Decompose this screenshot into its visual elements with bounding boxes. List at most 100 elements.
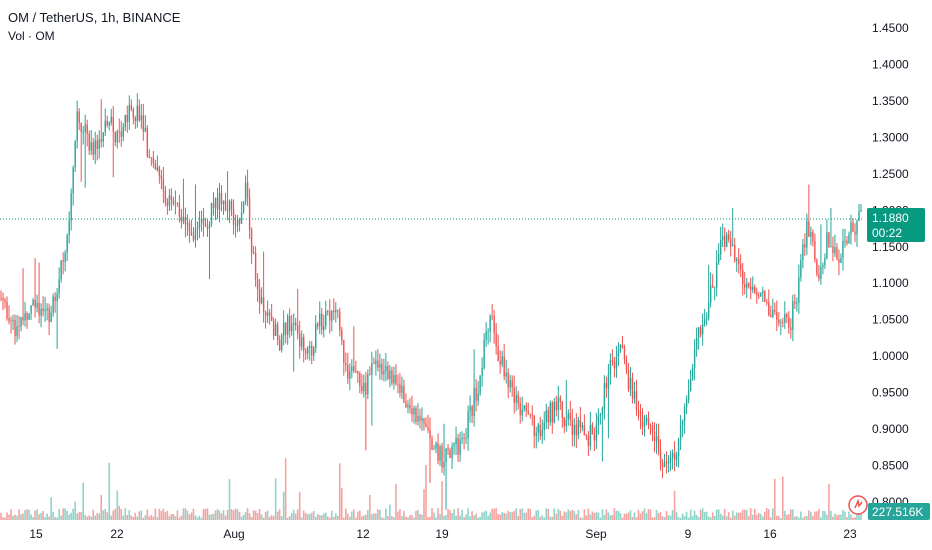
- candle-body: [296, 325, 299, 334]
- candle-body: [52, 296, 54, 313]
- candle-body: [206, 226, 209, 229]
- volume-bar: [349, 516, 351, 520]
- candle-body: [790, 327, 792, 330]
- volume-bar: [739, 512, 742, 520]
- volume-bar: [154, 508, 157, 520]
- candle-body: [637, 409, 640, 411]
- candle-body: [339, 311, 341, 330]
- volume-bar: [511, 511, 513, 520]
- candle-body: [427, 427, 429, 430]
- x-tick-label: Sep: [585, 527, 607, 541]
- candle-body: [124, 114, 126, 127]
- volume-bar: [216, 509, 219, 520]
- volume-bar: [569, 510, 572, 520]
- candle-body: [633, 391, 636, 399]
- candle-body: [523, 405, 525, 410]
- volume-bar: [467, 508, 469, 520]
- candle-body: [114, 131, 116, 143]
- candle-body: [635, 391, 638, 410]
- candle-body: [244, 182, 247, 203]
- bar-countdown: 00:22: [872, 226, 902, 240]
- volume-bar: [166, 510, 169, 520]
- candle-body: [292, 322, 295, 325]
- volume-bar: [671, 510, 674, 520]
- volume-bar: [36, 509, 38, 520]
- volume-bar: [818, 509, 820, 520]
- candle-body: [613, 361, 616, 369]
- volume-legend[interactable]: Vol · OM: [8, 29, 55, 43]
- candle-body: [290, 324, 293, 332]
- volume-bar: [557, 508, 560, 520]
- volume-bar: [633, 512, 636, 520]
- candle-body: [395, 374, 397, 384]
- candle-body: [100, 139, 102, 142]
- candle-body: [788, 317, 790, 328]
- volume-bar: [577, 509, 580, 520]
- volume-bar: [34, 510, 36, 520]
- candle-body: [581, 425, 584, 428]
- candle-body: [154, 163, 157, 170]
- volume-bar: [106, 512, 109, 520]
- candle-body: [679, 424, 682, 440]
- volume-bar: [713, 515, 716, 520]
- volume-bar: [132, 516, 135, 520]
- candle-body: [693, 348, 696, 368]
- volume-bar: [92, 509, 95, 520]
- bell-clock-icon[interactable]: [848, 495, 868, 515]
- volume-bar: [158, 508, 161, 520]
- candle-body: [629, 378, 632, 390]
- symbol-title[interactable]: OM / TetherUS, 1h, BINANCE: [8, 10, 181, 25]
- candle-body: [325, 311, 327, 327]
- volume-bar: [226, 509, 229, 520]
- price-axis[interactable]: [864, 0, 932, 550]
- volume-bar: [399, 509, 401, 520]
- x-tick-label: 23: [843, 527, 857, 541]
- volume-bar: [441, 481, 443, 520]
- volume-bar: [539, 516, 542, 520]
- volume-bar: [820, 517, 822, 520]
- candle-body: [363, 382, 365, 392]
- candle-body: [88, 133, 90, 151]
- volume-badge: 227.516K: [868, 503, 930, 520]
- candle-body: [407, 404, 409, 408]
- volume-bar: [312, 510, 315, 520]
- candle-body: [184, 217, 187, 225]
- candle-body: [96, 140, 98, 150]
- volume-bar: [272, 516, 275, 520]
- volume-bar: [493, 508, 495, 520]
- volume-bar: [381, 517, 383, 520]
- volume-bar: [98, 513, 101, 520]
- candle-body: [58, 279, 60, 294]
- volume-bar: [515, 508, 517, 520]
- volume-bar: [607, 512, 610, 520]
- candle-body: [731, 244, 734, 247]
- volume-bar: [405, 516, 407, 520]
- candle-body: [102, 132, 104, 142]
- volume-bar: [445, 515, 447, 520]
- volume-bar: [180, 515, 183, 520]
- volume-bar: [846, 517, 848, 520]
- candle-body: [323, 326, 325, 330]
- candle-body: [725, 234, 728, 247]
- candle-body: [782, 322, 784, 324]
- volume-bar: [46, 513, 48, 520]
- volume-bar: [561, 515, 564, 520]
- candle-body: [361, 385, 363, 392]
- volume-bar: [328, 517, 331, 520]
- candle-body: [625, 359, 628, 371]
- volume-bar: [228, 479, 231, 520]
- volume-bar: [834, 513, 836, 520]
- volume-bar: [481, 512, 483, 520]
- volume-bar: [134, 512, 137, 520]
- candle-body: [615, 356, 618, 369]
- volume-bar: [848, 511, 850, 520]
- volume-bar: [415, 510, 417, 520]
- candle-body: [36, 303, 38, 308]
- volume-bar: [601, 509, 604, 520]
- candle-body: [300, 337, 303, 347]
- candle-body: [375, 360, 377, 364]
- volume-bar: [284, 458, 287, 520]
- x-tick-label: 19: [435, 527, 449, 541]
- candle-body: [499, 360, 501, 365]
